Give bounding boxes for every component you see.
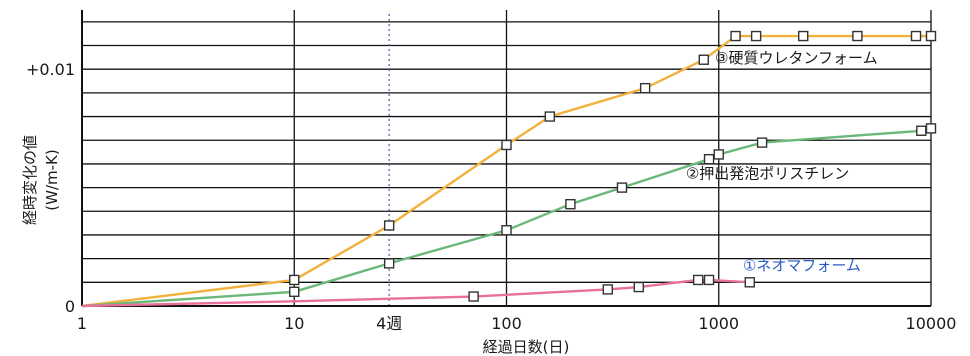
x-tick-label: 10000	[906, 314, 957, 333]
data-point-marker	[616, 182, 628, 193]
data-point-marker	[750, 30, 762, 42]
y-tick-label: +0.01	[26, 60, 75, 79]
data-point-marker	[698, 54, 709, 65]
data-point-marker	[501, 225, 512, 236]
label-layer: 1 10 100 1000 10000 4週 0 +0.01 ③硬質ウレタンフォーム ②押出発泡ポ…	[26, 49, 956, 333]
data-point-marker	[544, 111, 556, 122]
x-tick-label: 10	[284, 314, 304, 333]
data-point-marker	[730, 30, 741, 42]
data-point-marker	[383, 220, 395, 231]
x-axis-title: 経過日数(日)	[483, 338, 570, 356]
data-point-marker	[925, 30, 937, 42]
data-point-marker	[289, 286, 300, 297]
data-point-marker	[744, 277, 755, 288]
data-point-marker	[713, 149, 724, 160]
data-point-marker	[756, 137, 768, 148]
x-tick-label: 100	[491, 314, 522, 333]
y-tick-label: 0	[65, 297, 75, 316]
series-label: ③硬質ウレタンフォーム	[715, 49, 878, 67]
y-axis-title-line1: 経時変化の値	[21, 135, 39, 225]
data-point-marker	[703, 153, 715, 165]
data-point-marker	[602, 284, 613, 295]
data-point-marker	[468, 291, 479, 302]
data-point-marker	[501, 139, 512, 151]
data-point-marker	[289, 274, 300, 286]
x-tick-label: 1	[77, 314, 87, 333]
data-point-marker	[798, 30, 809, 42]
data-point-marker	[910, 30, 922, 42]
data-point-marker	[639, 82, 651, 94]
data-point-marker	[916, 125, 927, 136]
series-label: ②押出発泡ポリスチレン	[686, 164, 849, 182]
data-point-marker	[565, 198, 576, 210]
x-tick-label: 1000	[698, 314, 739, 333]
data-point-marker	[852, 30, 863, 42]
data-point-marker	[383, 258, 395, 269]
week-marker-label: 4週	[376, 314, 402, 333]
y-axis-title-line2: (W/m-K)	[43, 149, 61, 210]
grid-layer	[81, 10, 932, 307]
data-point-marker	[692, 274, 704, 286]
data-point-marker	[925, 123, 937, 134]
series-layer	[81, 30, 937, 308]
series-label: ①ネオマフォーム	[743, 257, 861, 275]
data-point-marker	[633, 281, 644, 293]
data-point-marker	[703, 274, 715, 286]
